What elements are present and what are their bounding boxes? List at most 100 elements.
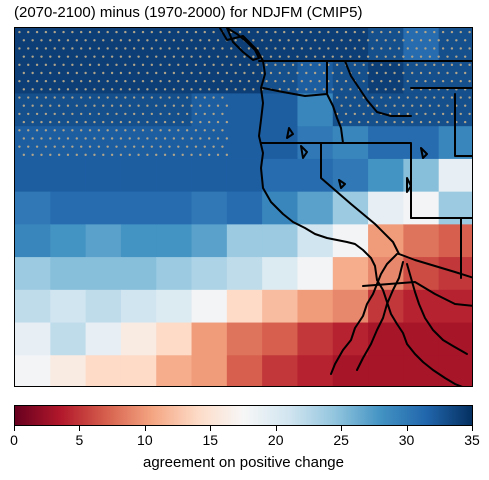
grid-cell bbox=[86, 224, 122, 257]
stipple-dot bbox=[111, 137, 113, 139]
stipple-dot bbox=[411, 121, 413, 123]
stipple-dot bbox=[279, 72, 281, 74]
stipple-dot bbox=[54, 129, 56, 131]
stipple-dot bbox=[208, 121, 210, 123]
colorbar-tick-label: 30 bbox=[399, 432, 415, 448]
stipple-dot bbox=[199, 137, 201, 139]
stipple-dot bbox=[137, 88, 139, 90]
stipple-dot bbox=[62, 80, 64, 82]
stipple-dot bbox=[195, 47, 197, 49]
stipple-dot bbox=[340, 72, 342, 74]
stipple-dot bbox=[23, 88, 25, 90]
stipple-dot bbox=[151, 80, 153, 82]
stipple-dot bbox=[460, 96, 462, 98]
stipple-dot bbox=[265, 47, 267, 49]
stipple-dot bbox=[54, 31, 56, 33]
stipple-dot bbox=[407, 113, 409, 115]
grid-cell bbox=[86, 323, 122, 356]
grid-cell bbox=[227, 192, 263, 225]
stipple-dot bbox=[40, 88, 42, 90]
stipple-dot bbox=[49, 72, 51, 74]
stipple-dot bbox=[283, 80, 285, 82]
stipple-dot bbox=[129, 72, 131, 74]
stipple-dot bbox=[168, 31, 170, 33]
stipple-dot bbox=[120, 137, 122, 139]
stipple-dot bbox=[305, 88, 307, 90]
stipple-dot bbox=[71, 113, 73, 115]
stipple-dot bbox=[155, 137, 157, 139]
stipple-dot bbox=[98, 80, 100, 82]
stipple-dot bbox=[155, 154, 157, 156]
grid-cell bbox=[403, 192, 439, 225]
stipple-dot bbox=[71, 96, 73, 98]
grid-cell bbox=[262, 355, 298, 387]
stipple-dot bbox=[208, 154, 210, 156]
stipple-dot bbox=[71, 47, 73, 49]
stipple-dot bbox=[67, 55, 69, 57]
stipple-dot bbox=[424, 113, 426, 115]
stipple-dot bbox=[349, 88, 351, 90]
stipple-dot bbox=[402, 105, 404, 107]
stipple-dot bbox=[27, 145, 29, 147]
stipple-dot bbox=[261, 72, 263, 74]
stipple-dot bbox=[18, 47, 20, 49]
stipple-dot bbox=[146, 88, 148, 90]
stipple-dot bbox=[367, 55, 369, 57]
stipple-dot bbox=[195, 96, 197, 98]
stipple-dot bbox=[182, 105, 184, 107]
grid-cell bbox=[439, 224, 473, 257]
grid-cell bbox=[156, 257, 192, 290]
stipple-dot bbox=[102, 55, 104, 57]
stipple-dot bbox=[89, 80, 91, 82]
colorbar-tick-label: 25 bbox=[333, 432, 349, 448]
stipple-dot bbox=[146, 154, 148, 156]
stipple-dot bbox=[234, 55, 236, 57]
stipple-dot bbox=[358, 105, 360, 107]
stipple-dot bbox=[155, 72, 157, 74]
stipple-dot bbox=[212, 31, 214, 33]
stipple-dot bbox=[129, 154, 131, 156]
grid-cell bbox=[156, 355, 192, 387]
stipple-dot bbox=[437, 121, 439, 123]
stipple-dot bbox=[186, 64, 188, 66]
stipple-dot bbox=[415, 31, 417, 33]
stipple-dot bbox=[362, 80, 364, 82]
stipple-dot bbox=[380, 96, 382, 98]
stipple-dot bbox=[208, 88, 210, 90]
stipple-dot bbox=[270, 55, 272, 57]
stipple-dot bbox=[212, 80, 214, 82]
stipple-dot bbox=[159, 80, 161, 82]
stipple-dot bbox=[89, 96, 91, 98]
grid-cell bbox=[439, 290, 473, 323]
stipple-dot bbox=[190, 55, 192, 57]
colorbar-tick-mark bbox=[472, 426, 473, 431]
stipple-dot bbox=[159, 64, 161, 66]
stipple-dot bbox=[261, 39, 263, 41]
stipple-dot bbox=[376, 72, 378, 74]
stipple-dot bbox=[415, 113, 417, 115]
stipple-dot bbox=[111, 154, 113, 156]
stipple-dot bbox=[398, 80, 400, 82]
stipple-dot bbox=[204, 80, 206, 82]
stipple-dot bbox=[173, 72, 175, 74]
stipple-dot bbox=[460, 31, 462, 33]
stipple-dot bbox=[133, 47, 135, 49]
stipple-dot bbox=[389, 47, 391, 49]
stipple-dot bbox=[129, 137, 131, 139]
stipple-dot bbox=[71, 145, 73, 147]
stipple-dot bbox=[129, 121, 131, 123]
stipple-dot bbox=[208, 55, 210, 57]
stipple-dot bbox=[354, 47, 356, 49]
stipple-dot bbox=[217, 55, 219, 57]
stipple-dot bbox=[62, 31, 64, 33]
stipple-dot bbox=[93, 154, 95, 156]
stipple-dot bbox=[84, 88, 86, 90]
stipple-dot bbox=[226, 137, 228, 139]
stipple-dot bbox=[274, 64, 276, 66]
stipple-dot bbox=[455, 72, 457, 74]
stipple-dot bbox=[226, 55, 228, 57]
stipple-dot bbox=[186, 80, 188, 82]
stipple-dot bbox=[411, 55, 413, 57]
grid-cell bbox=[439, 192, 473, 225]
stipple-dot bbox=[362, 47, 364, 49]
